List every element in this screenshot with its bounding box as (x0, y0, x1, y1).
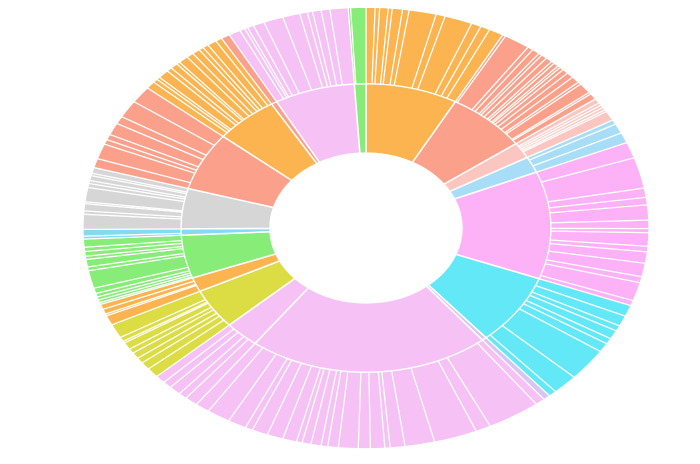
outer-ring (82, 6, 650, 450)
outer-slice[interactable] (349, 6, 367, 85)
center-hole (270, 153, 462, 303)
